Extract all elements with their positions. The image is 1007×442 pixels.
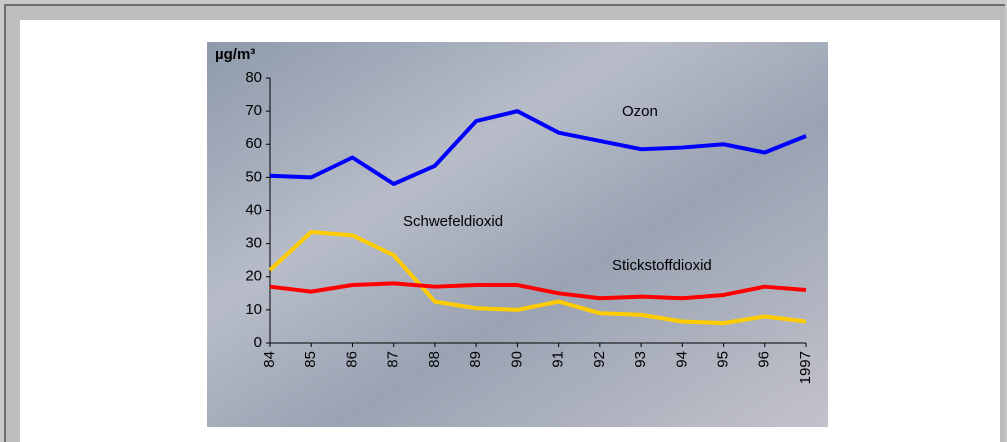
x-tick-label: 88	[426, 351, 443, 368]
y-tick-label: 80	[245, 69, 262, 86]
x-tick-label: 86	[343, 351, 360, 368]
x-tick-label: 96	[756, 351, 773, 368]
y-tick-label: 20	[245, 268, 262, 285]
x-tick-label: 90	[508, 351, 525, 368]
series-line	[269, 109, 807, 186]
x-tick-label: 95	[715, 351, 732, 368]
y-tick-label: 60	[245, 135, 262, 152]
series-label: Schwefeldioxid	[403, 213, 503, 230]
x-tick-label: 93	[632, 351, 649, 368]
series-label: Stickstoffdioxid	[612, 257, 712, 274]
x-tick-label: 87	[385, 351, 402, 368]
y-tick-label: 10	[245, 301, 262, 318]
chart-background	[207, 42, 828, 427]
y-tick-label: 40	[245, 201, 262, 218]
x-tick-label: 85	[302, 351, 319, 368]
y-tick-label: 70	[245, 102, 262, 119]
series-label: Ozon	[622, 103, 658, 120]
x-tick-label: 1997	[797, 351, 814, 384]
x-tick-label: 84	[261, 351, 278, 368]
x-tick-label: 91	[550, 351, 567, 368]
y-axis-label: µg/m³	[215, 46, 255, 63]
y-tick-label: 0	[254, 334, 262, 351]
series-line	[268, 230, 807, 326]
y-tick-label: 50	[245, 168, 262, 185]
series-line	[269, 281, 807, 301]
x-tick-label: 92	[591, 351, 608, 368]
y-tick-label: 30	[245, 235, 262, 252]
x-tick-label: 89	[467, 351, 484, 368]
x-tick-label: 94	[673, 351, 690, 368]
